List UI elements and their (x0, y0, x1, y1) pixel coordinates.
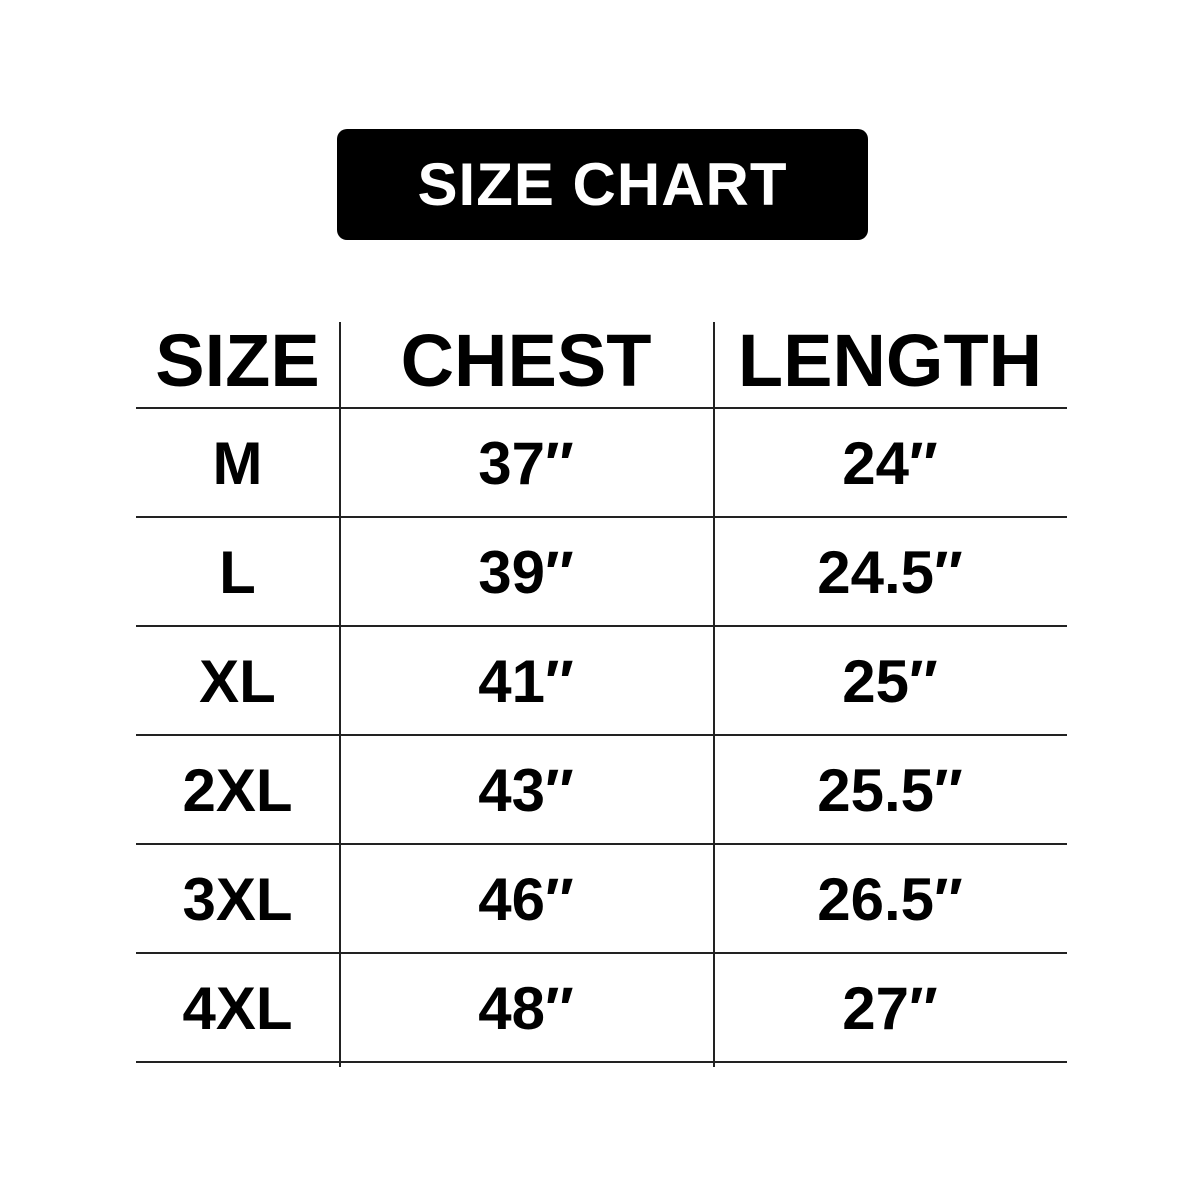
column-divider (713, 322, 715, 1067)
length-cell: 27″ (842, 975, 938, 1042)
chest-cell: 37″ (478, 430, 574, 497)
size-cell: L (219, 539, 256, 606)
row-divider (136, 407, 1067, 409)
title-banner: SIZE CHART (337, 129, 868, 240)
row-divider (136, 843, 1067, 845)
length-cell: 25″ (842, 648, 938, 715)
length-cell: 24.5″ (817, 539, 963, 606)
size-cell: 2XL (182, 757, 293, 824)
row-divider (136, 625, 1067, 627)
length-cell: 25.5″ (817, 757, 963, 824)
size-cell: M (212, 430, 263, 497)
row-divider (136, 1061, 1067, 1063)
row-divider (136, 952, 1067, 954)
chest-cell: 41″ (478, 648, 574, 715)
column-divider (339, 322, 341, 1067)
chest-cell: 48″ (478, 975, 574, 1042)
size-cell: 4XL (182, 975, 293, 1042)
chest-cell: 46″ (478, 866, 574, 933)
row-divider (136, 734, 1067, 736)
header-chest: CHEST (400, 319, 652, 402)
header-size: SIZE (155, 319, 320, 402)
length-cell: 24″ (842, 430, 938, 497)
length-cell: 26.5″ (817, 866, 963, 933)
chest-cell: 43″ (478, 757, 574, 824)
size-cell: 3XL (182, 866, 293, 933)
page-title: SIZE CHART (417, 151, 788, 218)
row-divider (136, 516, 1067, 518)
header-length: LENGTH (737, 319, 1043, 402)
chest-cell: 39″ (478, 539, 574, 606)
size-cell: XL (199, 648, 276, 715)
